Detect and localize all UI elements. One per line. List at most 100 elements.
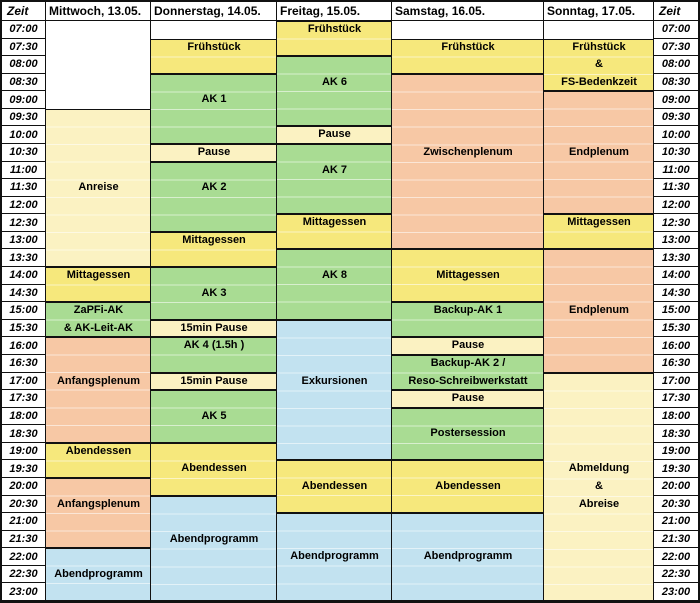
event-block[interactable]: Backup-AK 1 [392, 302, 544, 338]
time-cell-right-16:00[interactable]: 16:00 [654, 337, 698, 355]
header-cell-zeit-left[interactable]: Zeit [2, 2, 46, 21]
time-cell-left-07:00[interactable]: 07:00 [2, 21, 46, 39]
time-cell-left-17:00[interactable]: 17:00 [2, 372, 46, 391]
event-block[interactable]: Abendessen [151, 442, 277, 496]
event-block[interactable]: AK 2 [151, 161, 277, 232]
time-cell-right-08:00[interactable]: 08:00 [654, 56, 698, 74]
time-cell-right-19:00[interactable]: 19:00 [654, 442, 698, 461]
time-cell-left-12:30[interactable]: 12:30 [2, 214, 46, 232]
time-cell-left-13:00[interactable]: 13:00 [2, 231, 46, 250]
event-block[interactable]: Abendessen [46, 442, 151, 478]
time-cell-left-16:00[interactable]: 16:00 [2, 337, 46, 355]
time-cell-right-08:30[interactable]: 08:30 [654, 73, 698, 92]
time-cell-right-21:30[interactable]: 21:30 [654, 530, 698, 549]
event-block[interactable]: Frühstück [151, 38, 277, 74]
event-block[interactable]: Abendprogramm [46, 548, 151, 601]
event-block[interactable]: Postersession [392, 407, 544, 461]
time-cell-left-18:00[interactable]: 18:00 [2, 407, 46, 426]
event-block[interactable]: Mittagessen [277, 214, 392, 250]
header-cell-day-mittwoch[interactable]: Mittwoch, 13.05. [46, 2, 151, 21]
event-block[interactable]: Anfangsplenum [46, 337, 151, 443]
event-block[interactable]: Mittagessen [544, 214, 654, 250]
event-block[interactable]: Frühstück [277, 21, 392, 57]
header-cell-day-sonntag[interactable]: Sonntag, 17.05. [544, 2, 654, 21]
event-block[interactable]: ZaPFi-AK & AK-Leit-AK [46, 302, 151, 338]
time-cell-left-09:30[interactable]: 09:30 [2, 108, 46, 127]
time-cell-right-07:00[interactable]: 07:00 [654, 21, 698, 39]
time-cell-left-12:00[interactable]: 12:00 [2, 196, 46, 215]
time-cell-left-13:30[interactable]: 13:30 [2, 249, 46, 268]
event-block[interactable]: Abendprogramm [392, 513, 544, 601]
time-cell-left-19:00[interactable]: 19:00 [2, 442, 46, 461]
time-cell-right-22:30[interactable]: 22:30 [654, 565, 698, 584]
time-cell-right-11:00[interactable]: 11:00 [654, 161, 698, 180]
time-cell-right-17:00[interactable]: 17:00 [654, 372, 698, 391]
time-cell-right-16:30[interactable]: 16:30 [654, 354, 698, 373]
time-cell-left-20:30[interactable]: 20:30 [2, 495, 46, 514]
event-block[interactable]: Pause [151, 144, 277, 162]
time-cell-right-20:00[interactable]: 20:00 [654, 477, 698, 496]
time-cell-left-14:00[interactable]: 14:00 [2, 267, 46, 285]
time-cell-left-19:30[interactable]: 19:30 [2, 460, 46, 478]
event-block[interactable]: Abmeldung & Abreise [544, 372, 654, 601]
event-block[interactable]: Endplenum [544, 249, 654, 373]
time-cell-right-14:30[interactable]: 14:30 [654, 284, 698, 303]
time-cell-left-20:00[interactable]: 20:00 [2, 477, 46, 496]
time-cell-right-19:30[interactable]: 19:30 [654, 460, 698, 478]
time-cell-left-23:00[interactable]: 23:00 [2, 583, 46, 601]
header-cell-day-freitag[interactable]: Freitag, 15.05. [277, 2, 392, 21]
time-cell-right-10:30[interactable]: 10:30 [654, 144, 698, 162]
event-block[interactable]: Abendessen [277, 460, 392, 514]
time-cell-left-21:00[interactable]: 21:00 [2, 513, 46, 531]
event-block[interactable]: Abendprogramm [277, 513, 392, 601]
time-cell-left-08:00[interactable]: 08:00 [2, 56, 46, 74]
event-block[interactable]: Pause [392, 337, 544, 355]
time-cell-left-22:00[interactable]: 22:00 [2, 548, 46, 566]
time-cell-left-14:30[interactable]: 14:30 [2, 284, 46, 303]
time-cell-right-07:30[interactable]: 07:30 [654, 38, 698, 57]
event-block[interactable]: AK 4 (1.5h ) [151, 337, 277, 373]
event-block[interactable]: Mittagessen [46, 267, 151, 303]
time-cell-right-15:00[interactable]: 15:00 [654, 302, 698, 320]
time-cell-left-07:30[interactable]: 07:30 [2, 38, 46, 57]
event-block[interactable]: AK 6 [277, 56, 392, 127]
event-block[interactable]: 15min Pause [151, 372, 277, 391]
time-cell-left-22:30[interactable]: 22:30 [2, 565, 46, 584]
time-cell-left-15:30[interactable]: 15:30 [2, 319, 46, 338]
event-block[interactable]: 15min Pause [151, 319, 277, 338]
time-cell-left-16:30[interactable]: 16:30 [2, 354, 46, 373]
time-cell-right-11:30[interactable]: 11:30 [654, 179, 698, 197]
time-cell-right-20:30[interactable]: 20:30 [654, 495, 698, 514]
time-cell-right-09:00[interactable]: 09:00 [654, 91, 698, 109]
time-cell-left-10:30[interactable]: 10:30 [2, 144, 46, 162]
time-cell-right-18:30[interactable]: 18:30 [654, 425, 698, 443]
time-cell-right-09:30[interactable]: 09:30 [654, 108, 698, 127]
time-cell-left-11:30[interactable]: 11:30 [2, 179, 46, 197]
time-cell-left-21:30[interactable]: 21:30 [2, 530, 46, 549]
event-block[interactable]: AK 5 [151, 390, 277, 443]
time-cell-right-18:00[interactable]: 18:00 [654, 407, 698, 426]
event-block[interactable]: Abendprogramm [151, 495, 277, 601]
time-cell-left-11:00[interactable]: 11:00 [2, 161, 46, 180]
event-block[interactable]: Pause [277, 126, 392, 145]
time-cell-left-18:30[interactable]: 18:30 [2, 425, 46, 443]
time-cell-right-13:30[interactable]: 13:30 [654, 249, 698, 268]
header-cell-zeit-right[interactable]: Zeit [654, 2, 698, 21]
time-cell-right-15:30[interactable]: 15:30 [654, 319, 698, 338]
event-block[interactable]: Zwischenplenum [392, 73, 544, 250]
time-cell-right-12:30[interactable]: 12:30 [654, 214, 698, 232]
time-cell-left-10:00[interactable]: 10:00 [2, 126, 46, 145]
event-block[interactable]: Pause [392, 390, 544, 408]
event-block[interactable]: Anreise [46, 108, 151, 268]
event-block[interactable]: Backup-AK 2 / Reso-Schreibwerkstatt [392, 354, 544, 391]
time-cell-right-10:00[interactable]: 10:00 [654, 126, 698, 145]
event-block[interactable]: Mittagessen [392, 249, 544, 303]
time-cell-right-14:00[interactable]: 14:00 [654, 267, 698, 285]
time-cell-right-17:30[interactable]: 17:30 [654, 390, 698, 408]
event-block[interactable]: AK 7 [277, 144, 392, 215]
event-block[interactable]: Exkursionen [277, 319, 392, 461]
event-block[interactable]: Endplenum [544, 91, 654, 215]
time-cell-left-15:00[interactable]: 15:00 [2, 302, 46, 320]
event-block[interactable]: AK 1 [151, 73, 277, 145]
header-cell-day-samstag[interactable]: Samstag, 16.05. [392, 2, 544, 21]
